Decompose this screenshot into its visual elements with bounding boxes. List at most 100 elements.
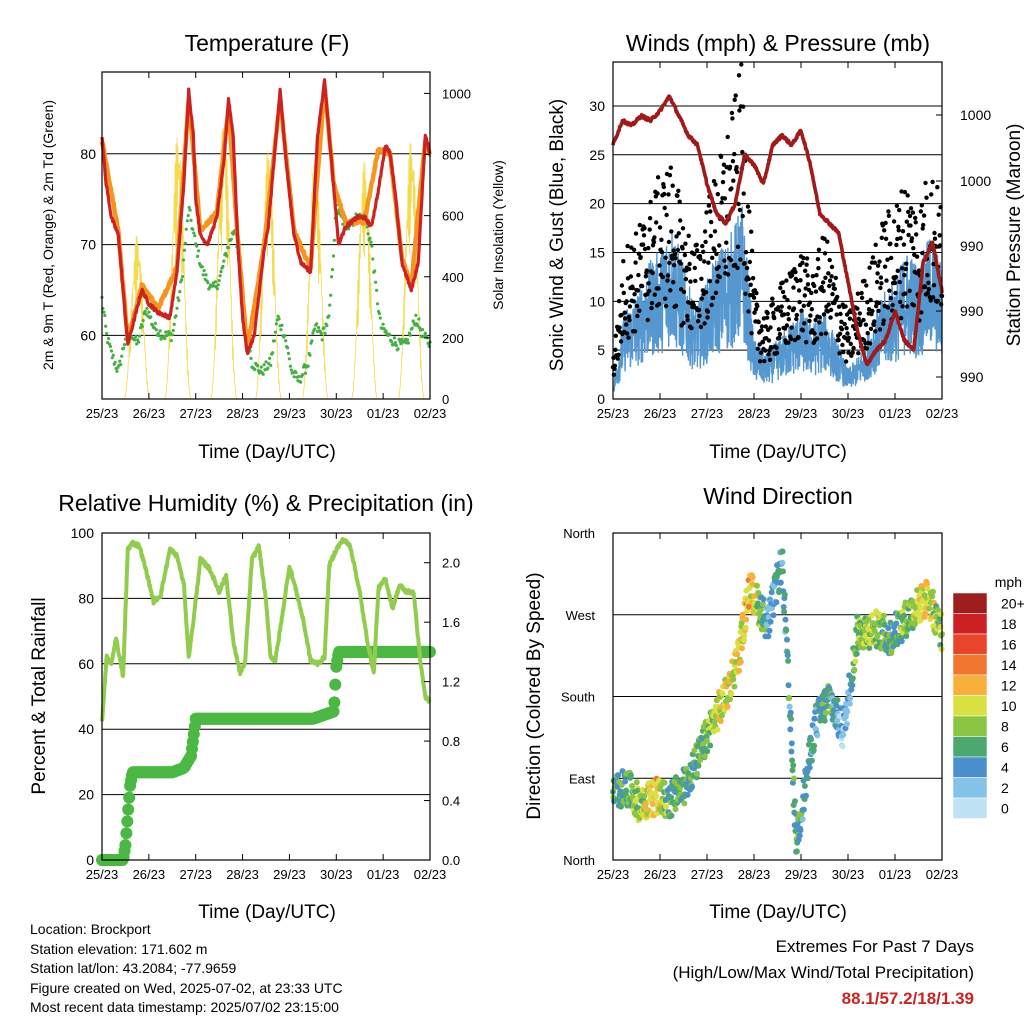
direction-point [874,631,881,638]
gust-point [698,324,704,330]
dewpoint-point [286,346,290,350]
gust-point [850,350,855,355]
gust-point [920,250,925,256]
gust-point [706,203,712,208]
gust-point [759,324,765,329]
gust-point [872,319,877,324]
direction-point [784,652,791,659]
direction-point [740,637,747,644]
gust-point [643,274,649,279]
gust-point [844,326,849,331]
gust-point [624,299,629,304]
gust-point [907,288,912,293]
gust-point [666,239,672,245]
gust-point [879,235,884,240]
gust-point [627,318,632,323]
gust-point [702,321,707,326]
gust-point [878,275,884,280]
direction-point [770,612,777,619]
dewpoint-point [273,330,277,334]
direction-point [926,605,933,612]
dewpoint-point [276,314,280,318]
dewpoint-point [280,323,284,327]
gust-point [755,346,760,351]
dewpoint-point [187,205,191,210]
humidity-title: Relative Humidity (%) & Precipitation (i… [58,490,473,516]
legend-label: 16 [1001,636,1017,652]
gust-point [755,303,760,309]
gust-point [821,288,826,294]
gust-point [919,203,924,208]
direction-point [790,762,797,769]
direction-panel: Wind Direction Time (Day/UTC) Direction … [524,483,1024,923]
gust-point [742,261,747,266]
direction-point [704,748,711,755]
gust-point [908,223,913,228]
gust-point [895,236,900,242]
gust-point [740,149,745,155]
gust-point [737,207,743,213]
temperature-y2tick-label: 200 [442,331,464,346]
dewpoint-point [329,293,333,297]
direction-ytick-label: East [569,771,595,786]
gust-point [898,315,904,321]
dewpoint-point [261,372,265,376]
gust-point [771,310,776,316]
gust-point [630,285,635,291]
dewpoint-point [158,329,162,333]
humidity-xlabel: Time (Day/UTC) [198,902,336,923]
gust-point [728,257,734,263]
temperature-title: Temperature (F) [185,30,350,56]
gust-point [822,251,828,256]
dewpoint-point [375,288,379,292]
direction-point [789,767,796,774]
dewpoint-point [140,325,144,329]
gust-point [929,192,934,197]
direction-point [811,715,818,722]
gust-point [848,341,853,347]
direction-point [806,764,813,771]
dewpoint-point [215,287,219,291]
gust-point [843,304,848,309]
humidity-xtick-label: 26/23 [133,867,166,882]
direction-point [789,757,796,764]
direction-point [784,636,790,643]
gust-point [800,260,805,265]
precipitation-point [120,827,133,840]
gust-point [710,255,715,260]
direction-point [924,585,931,592]
gust-point [846,335,852,340]
gust-point [613,347,618,352]
gust-point [856,351,861,356]
gust-point [635,288,641,293]
gust-point [635,313,640,319]
direction-point [777,579,784,586]
gust-point [659,237,664,242]
direction-point [849,675,856,682]
gust-point [725,272,731,277]
gust-point [788,336,794,342]
gust-point [937,233,942,238]
gust-point [724,240,729,245]
gust-point [901,242,907,247]
gust-point [660,274,665,280]
gust-point [619,283,625,288]
gust-point [689,325,694,331]
gust-point [732,151,737,157]
direction-point [779,548,786,555]
dewpoint-point [144,312,148,316]
gust-point [741,191,746,196]
gust-point [868,326,874,331]
gust-point [637,308,642,313]
direction-point [691,747,698,754]
gust-point [885,257,890,262]
direction-xtick-label: 30/23 [832,867,865,882]
gust-point [722,258,727,263]
direction-point [727,696,733,703]
gust-point [894,203,900,208]
legend-title: mph [995,574,1022,590]
direction-point [684,791,691,798]
gust-point [796,335,801,340]
direction-point [914,587,921,594]
direction-point [742,624,749,631]
